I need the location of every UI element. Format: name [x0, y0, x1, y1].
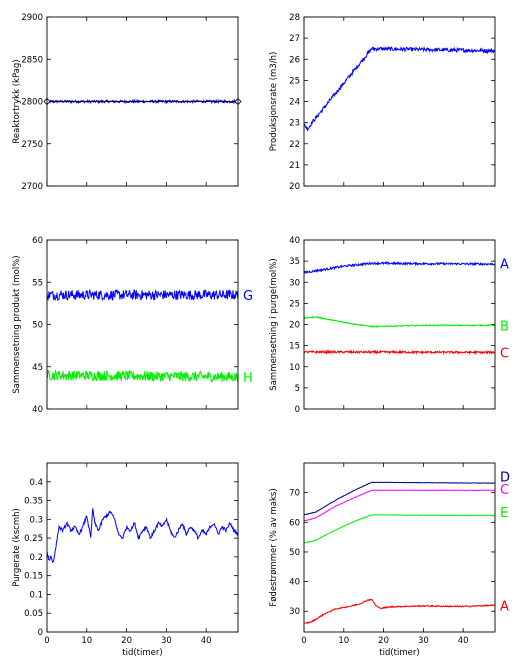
chart-panel-4: 0 5 10 15 20 25 30 35 40 Sammensetning i purge(mo… — [269, 236, 509, 415]
series-end-label: G — [243, 289, 253, 304]
y-tick-label: 20 — [289, 182, 300, 192]
y-tick-label: 0.2 — [29, 553, 43, 563]
y-tick-label: 25 — [289, 299, 300, 309]
plot-frame — [303, 239, 496, 410]
y-tick-label: 60 — [289, 518, 300, 528]
y-tick-label: 50 — [32, 321, 43, 331]
x-tick-label: 30 — [418, 636, 429, 646]
y-tick-label: 23 — [289, 119, 300, 129]
y-tick-label: 40 — [32, 405, 43, 415]
y-axis-label: Fødestrømmer (% av maks) — [269, 488, 279, 606]
y-tick-label: 0.15 — [24, 572, 43, 582]
series-line — [304, 514, 495, 544]
y-tick-label: 24 — [289, 98, 300, 108]
series-line — [47, 98, 238, 105]
y-tick-label: 21 — [289, 161, 300, 171]
plot-frame — [46, 239, 239, 410]
y-tick-label: 40 — [289, 236, 300, 246]
y-tick-label: 2750 — [21, 140, 43, 150]
y-axis-label: Reaktortrykk (kPag) — [12, 59, 22, 143]
series-line — [304, 45, 495, 132]
y-tick-label: 30 — [289, 278, 300, 288]
y-axis-label: Sammensetning produkt (mol%) — [12, 255, 22, 393]
y-tick-label: 27 — [289, 34, 300, 44]
series-end-label: B — [500, 319, 509, 334]
y-tick-label: 0.05 — [24, 609, 43, 619]
y-tick-label: 28 — [289, 13, 300, 23]
series-end-label: A — [500, 258, 509, 273]
y-tick-label: 0 — [295, 405, 300, 415]
series-line — [304, 316, 495, 328]
y-tick-label: 55 — [32, 278, 43, 288]
chart-panel-2: 20 21 22 23 24 25 26 27 28 Produksjonsrate (m3/h) — [269, 13, 496, 192]
series-end-label: H — [243, 371, 253, 386]
y-tick-label: 10 — [289, 363, 300, 373]
series-line — [304, 481, 495, 516]
y-tick-label: 22 — [289, 140, 300, 150]
x-tick-label: 20 — [378, 636, 389, 646]
y-axis-label: Sammensetning i purge(mol%) — [269, 258, 279, 390]
y-tick-label: 2800 — [21, 98, 43, 108]
series-end-label: C — [500, 483, 509, 498]
x-tick-label: 0 — [44, 636, 49, 646]
series-line — [304, 349, 495, 355]
series-line — [47, 288, 238, 302]
y-tick-label: 20 — [289, 321, 300, 331]
y-axis-label: Produksjonsrate (m3/h) — [269, 52, 279, 152]
y-tick-label: 60 — [32, 236, 43, 246]
x-tick-label: 40 — [458, 636, 469, 646]
x-tick-label: 0 — [301, 636, 306, 646]
series-line — [304, 489, 495, 522]
x-axis-label: tid(timer) — [379, 648, 419, 658]
y-axis-label: Purgerate (kscmh) — [12, 508, 22, 587]
y-tick-label: 0.25 — [24, 534, 43, 544]
y-tick-label: 0.35 — [24, 497, 43, 507]
plot-frame — [46, 462, 239, 633]
y-tick-label: 0 — [38, 628, 43, 638]
chart-panel-6: 30 40 50 60 70 0 10 20 30 40 Fødestrømmer (% av ma… — [269, 462, 510, 658]
series-line — [304, 260, 495, 275]
plot-frame — [303, 16, 496, 187]
series-end-label: D — [500, 470, 510, 485]
y-tick-label: 0.3 — [29, 515, 43, 525]
series-line — [47, 508, 238, 563]
y-tick-label: 40 — [289, 578, 300, 588]
y-tick-label: 30 — [289, 607, 300, 617]
x-tick-label: 10 — [81, 636, 92, 646]
series-end-label: A — [500, 599, 509, 614]
x-tick-label: 40 — [201, 636, 212, 646]
series-line — [47, 369, 238, 383]
y-tick-label: 2700 — [21, 182, 43, 192]
x-tick-label: 20 — [121, 636, 132, 646]
y-tick-label: 50 — [289, 548, 300, 558]
series-end-label: C — [500, 346, 509, 361]
chart-panel-5: 0 0.05 0.1 0.15 0.2 0.25 0.3 0.35 0.4 0 10 20 30 40 Pu… — [12, 462, 239, 658]
y-tick-label: 26 — [289, 55, 300, 65]
x-axis-label: tid(timer) — [122, 648, 162, 658]
y-tick-label: 25 — [289, 76, 300, 86]
y-tick-label: 45 — [32, 363, 43, 373]
y-tick-label: 5 — [295, 384, 300, 394]
plot-frame — [303, 462, 496, 633]
plot-frame — [46, 16, 239, 187]
chart-panel-3: 40 45 50 55 60 Sammensetning produkt (mol%) G H — [12, 236, 253, 415]
series-line — [304, 598, 495, 625]
x-tick-label: 30 — [161, 636, 172, 646]
series-end-label: E — [500, 506, 508, 521]
chart-panel-1: 2700 2750 2800 2850 2900 Reaktortrykk (kPag) — [12, 13, 242, 192]
y-tick-label: 2900 — [21, 13, 43, 23]
y-tick-label: 0.1 — [29, 590, 43, 600]
y-tick-label: 0.4 — [29, 478, 43, 488]
y-tick-label: 35 — [289, 257, 300, 267]
y-tick-label: 70 — [289, 489, 300, 499]
x-tick-label: 10 — [338, 636, 349, 646]
y-tick-label: 15 — [289, 342, 300, 352]
y-tick-label: 2850 — [21, 55, 43, 65]
